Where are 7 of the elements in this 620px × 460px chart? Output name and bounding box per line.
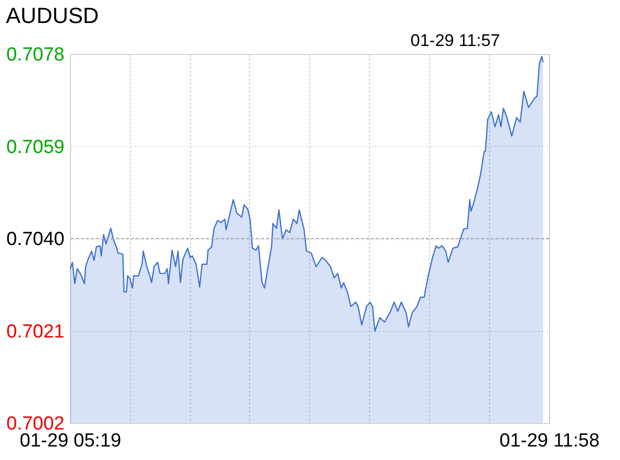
chart-title: AUDUSD [6,3,99,28]
y-tick-label: 0.7021 [6,321,64,342]
y-tick-label: 0.7040 [6,229,64,250]
y-tick-label: 0.7078 [6,44,64,66]
text: 01-29 11:57 [410,31,500,50]
y-tick-label: 0.7059 [6,136,64,158]
x-tick-label: 01-29 11:58 [499,430,600,452]
